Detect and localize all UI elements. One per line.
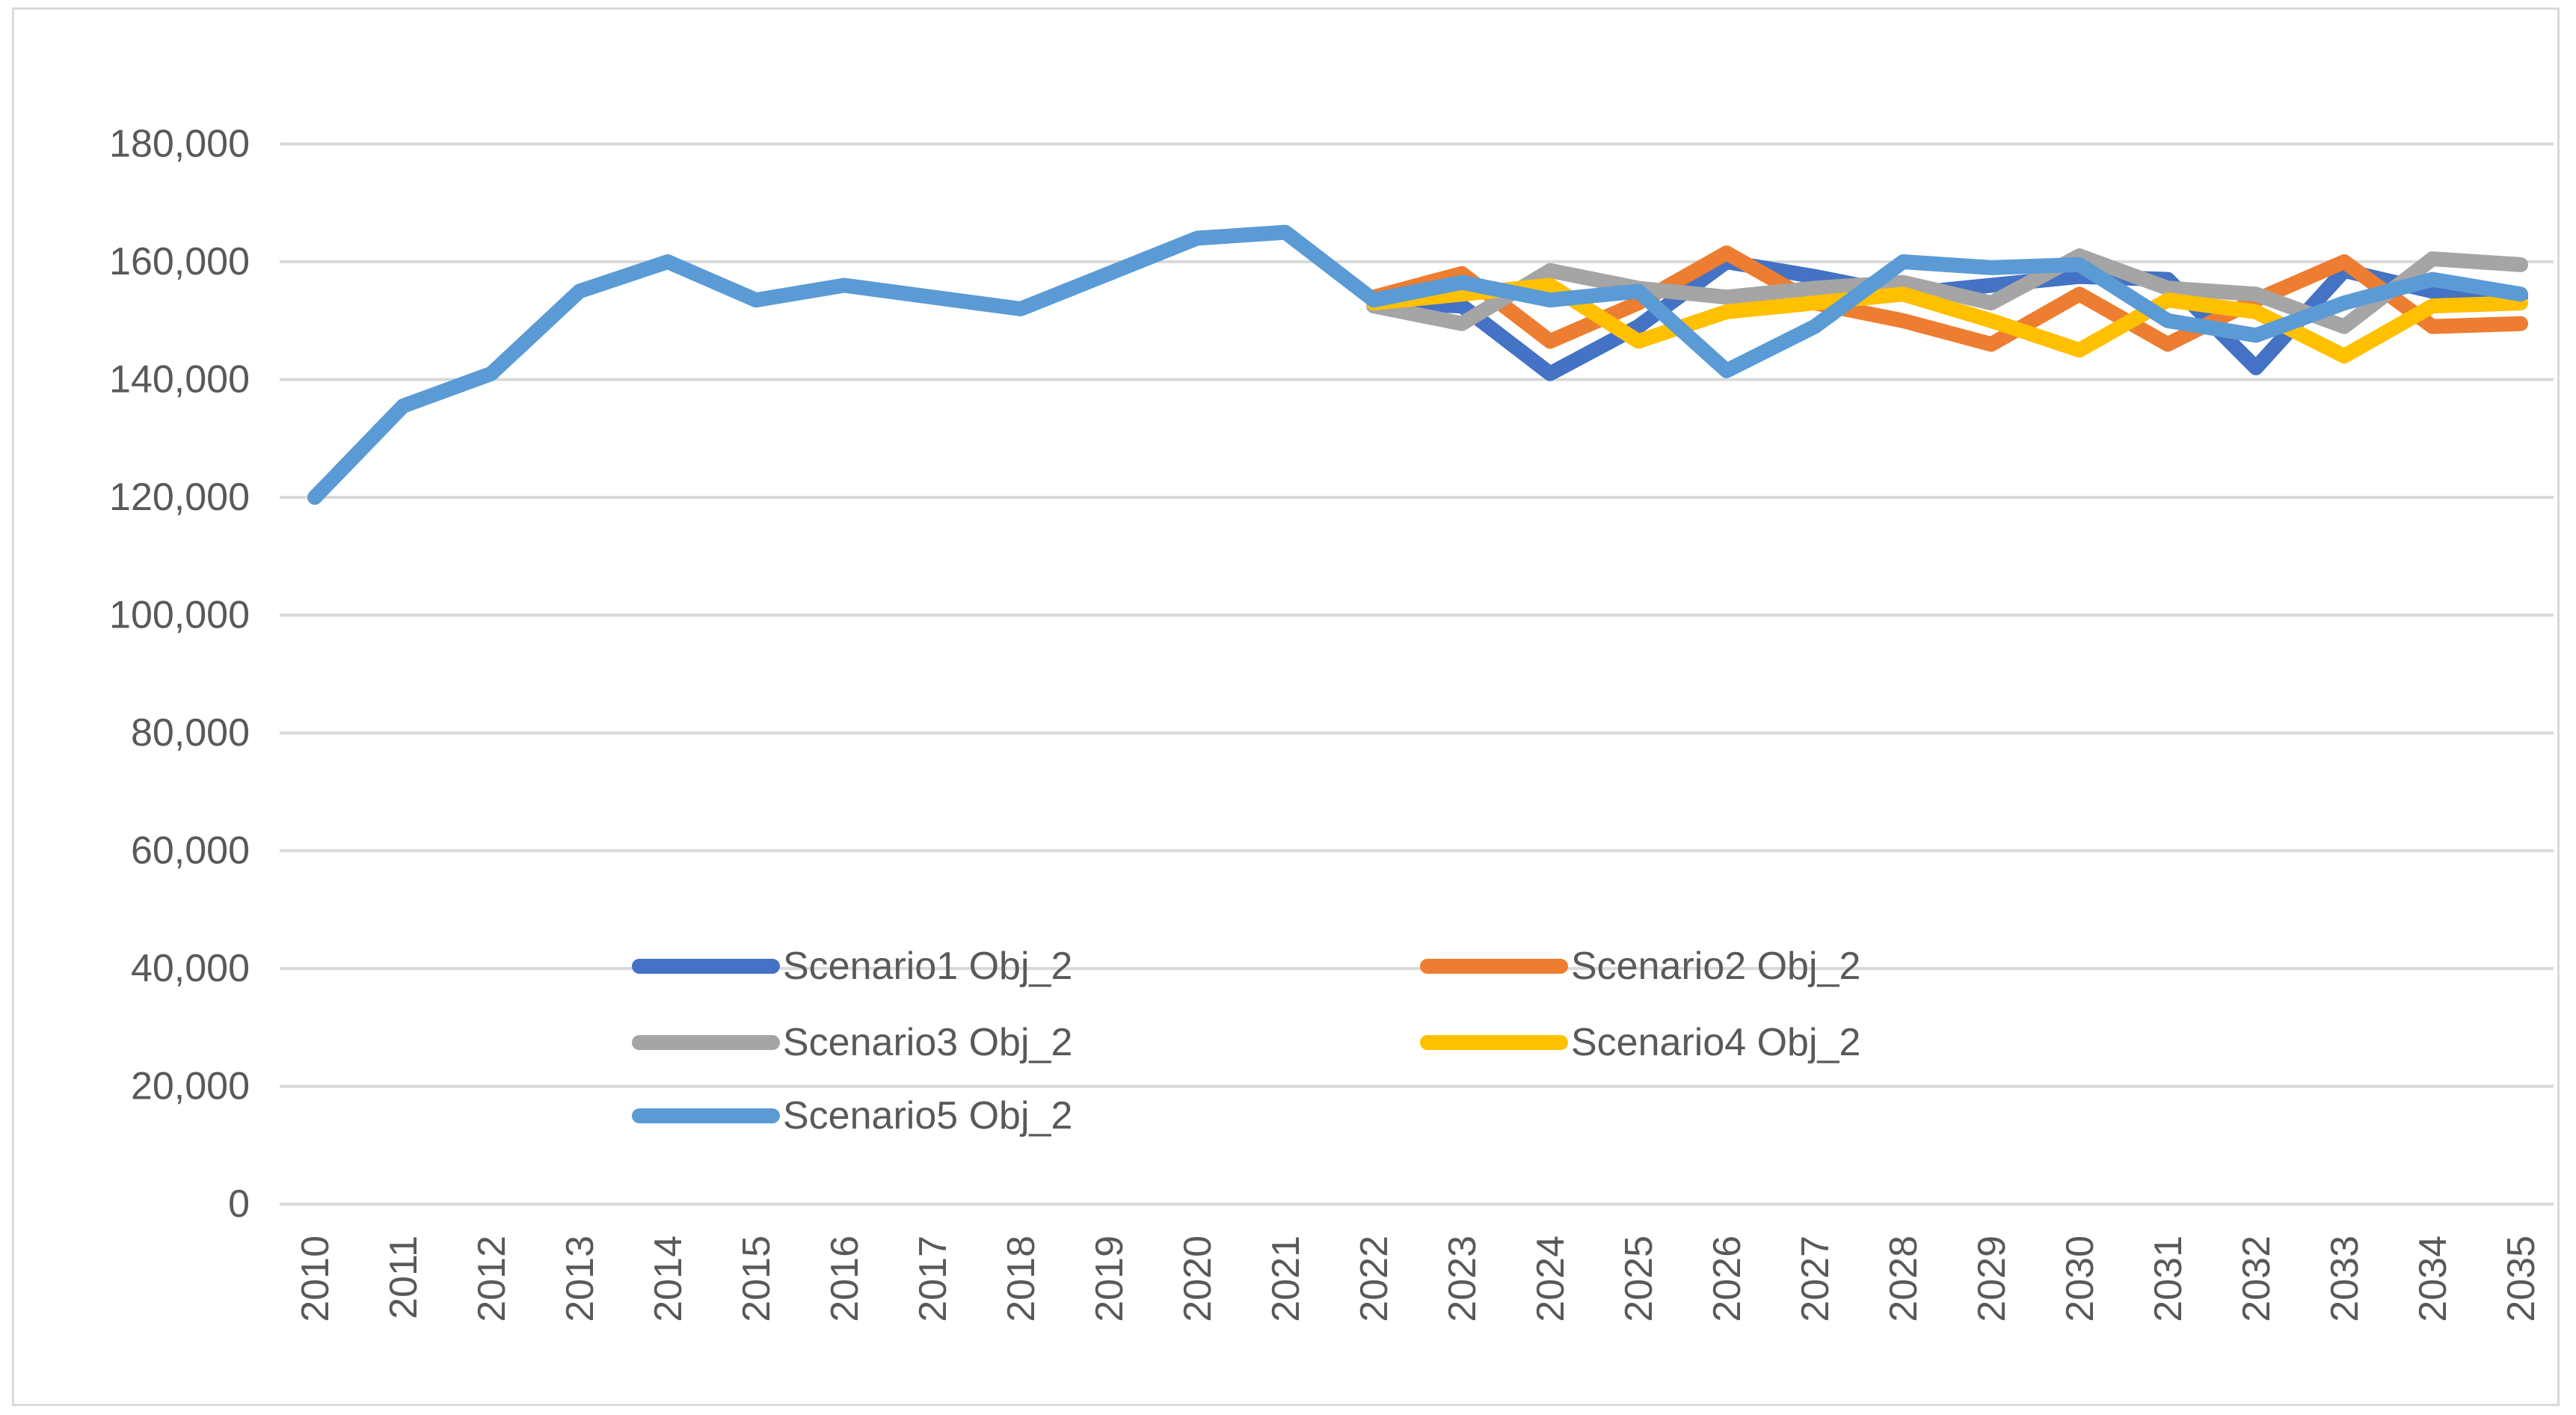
x-axis-label: 2011 xyxy=(382,1236,425,1319)
legend: Scenario1 Obj_2 Scenario2 Obj_2 Scenario3 … xyxy=(632,945,1860,1138)
legend-item: Scenario5 Obj_2 xyxy=(632,1094,1072,1138)
x-axis-label: 2021 xyxy=(1264,1236,1308,1322)
x-axis-label: 2026 xyxy=(1706,1236,1749,1322)
legend-item: Scenario2 Obj_2 xyxy=(1420,945,1860,988)
legend-item: Scenario3 Obj_2 xyxy=(632,1021,1072,1064)
y-axis-labels: 0 20,000 40,000 60,000 80,000 100,000 120,000 1… xyxy=(109,123,250,1227)
y-axis-label: 180,000 xyxy=(109,123,250,166)
x-axis-label: 2031 xyxy=(2147,1236,2190,1322)
x-axis-label: 2018 xyxy=(1000,1236,1043,1322)
series-line-scenario5-obj-2 xyxy=(307,224,2528,505)
x-axis-label: 2022 xyxy=(1353,1236,1396,1322)
legend-label: Scenario5 Obj_2 xyxy=(783,1094,1072,1138)
x-axis-label: 2020 xyxy=(1176,1236,1220,1322)
y-axis-label: 40,000 xyxy=(131,947,250,990)
x-axis-labels: 2010 2011 2012 2013 2014 2015 2016 2017 2018 2019… xyxy=(294,1236,2543,1322)
y-axis-label: 100,000 xyxy=(109,594,250,637)
series-lines xyxy=(307,224,2528,505)
x-axis-label: 2016 xyxy=(823,1236,867,1322)
x-axis-label: 2014 xyxy=(647,1236,690,1322)
legend-item: Scenario4 Obj_2 xyxy=(1420,1021,1860,1064)
x-axis-label: 2010 xyxy=(294,1236,337,1322)
x-axis-label: 2019 xyxy=(1088,1236,1131,1322)
y-axis-label: 140,000 xyxy=(109,358,250,402)
x-axis-label: 2028 xyxy=(1882,1236,1925,1322)
x-axis-label: 2023 xyxy=(1441,1236,1484,1322)
x-axis-label: 2027 xyxy=(1794,1236,1837,1322)
x-axis-label: 2015 xyxy=(735,1236,778,1322)
series-line-scenario2-obj-2 xyxy=(1366,245,2528,352)
x-axis-label: 2013 xyxy=(559,1236,602,1322)
series-line-scenario3-obj-2 xyxy=(1366,248,2528,334)
x-axis-label: 2032 xyxy=(2235,1236,2278,1322)
legend-label: Scenario4 Obj_2 xyxy=(1571,1021,1860,1064)
y-axis-label: 120,000 xyxy=(109,476,250,519)
x-axis-label: 2025 xyxy=(1617,1236,1661,1322)
legend-label: Scenario3 Obj_2 xyxy=(783,1021,1072,1064)
y-axis-label: 160,000 xyxy=(109,240,250,283)
y-axis-label: 20,000 xyxy=(131,1065,250,1108)
x-axis-label: 2017 xyxy=(912,1236,955,1322)
y-axis-label: 0 xyxy=(228,1182,250,1226)
x-axis-label: 2035 xyxy=(2500,1236,2543,1322)
y-axis-label: 60,000 xyxy=(131,829,250,873)
legend-label: Scenario2 Obj_2 xyxy=(1571,945,1860,988)
x-axis-label: 2012 xyxy=(470,1236,514,1322)
legend-label: Scenario1 Obj_2 xyxy=(783,945,1072,988)
x-axis-label: 2034 xyxy=(2411,1236,2455,1322)
x-axis-label: 2033 xyxy=(2323,1236,2367,1322)
y-axis-label: 80,000 xyxy=(131,711,250,755)
x-axis-label: 2029 xyxy=(1970,1236,2014,1322)
x-axis-label: 2030 xyxy=(2059,1236,2102,1322)
x-axis-label: 2024 xyxy=(1529,1236,1573,1322)
legend-item: Scenario1 Obj_2 xyxy=(632,945,1072,988)
